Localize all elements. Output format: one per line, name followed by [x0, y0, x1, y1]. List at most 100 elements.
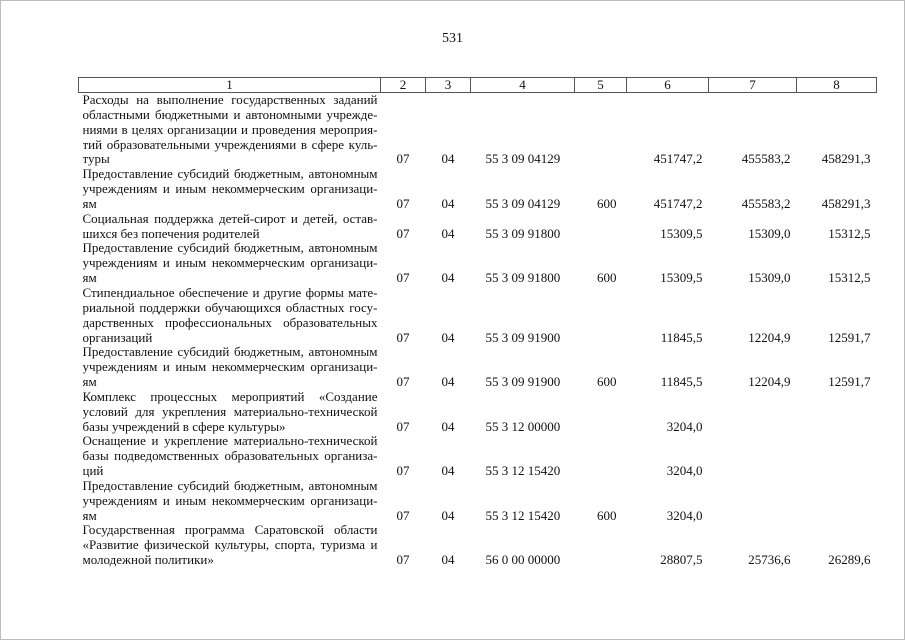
subsection-code: 04: [441, 195, 455, 211]
section-code: 07: [396, 225, 410, 241]
description-line: ям: [82, 271, 97, 286]
expense-type-code: [575, 434, 627, 479]
table-row: Комплекс процессных мероприятий «Создани…: [79, 390, 877, 435]
description-line: организаций: [82, 330, 153, 345]
col-header-2: 2: [380, 77, 426, 93]
amount-year-2: 455583,2: [741, 195, 791, 211]
amount-year-1: 28807,5: [660, 552, 703, 568]
amount-year-3: 458291,3: [821, 195, 871, 211]
description-line: базы подведомственных образовательных ор…: [82, 449, 378, 464]
description-line: Социальная поддержка детей-сирот и детей…: [82, 211, 378, 226]
expense-type-code: [575, 523, 627, 568]
amount-year-1: 15309,5: [660, 225, 703, 241]
description-line: Предоставление субсидий бюджетным, автон…: [82, 345, 378, 360]
table-row: Предоставление субсидий бюджетным, автон…: [79, 345, 877, 390]
expense-type-code: [575, 93, 627, 168]
target-article-code: 55 3 09 91800: [485, 225, 561, 241]
amount-year-3: [797, 434, 877, 479]
amount-year-1: 451747,2: [653, 151, 703, 167]
description-line: учреждениям и иным некоммерческим органи…: [82, 256, 378, 271]
amount-year-1: 3204,0: [666, 418, 703, 434]
section-code: 07: [396, 151, 410, 167]
description-line: ниями в целях организации и проведения м…: [82, 122, 378, 137]
col-header-6: 6: [626, 77, 709, 93]
description-line: риальной поддержки обучающихся областных…: [82, 300, 378, 315]
col-header-5: 5: [574, 77, 627, 93]
description-line: базы учреждений в сфере культуры»: [82, 419, 286, 434]
amount-year-1: 11845,5: [660, 329, 703, 345]
row-description: Оснащение и укрепление материально-техни…: [79, 434, 381, 479]
amount-year-1: 11845,5: [660, 374, 703, 390]
subsection-code: 04: [441, 418, 455, 434]
subsection-code: 04: [441, 270, 455, 286]
target-article-code: 55 3 09 04129: [485, 151, 561, 167]
amount-year-3: 458291,3: [821, 151, 871, 167]
subsection-code: 04: [441, 463, 455, 479]
target-article-code: 55 3 12 15420: [485, 463, 561, 479]
col-header-4: 4: [470, 77, 575, 93]
description-line: Предоставление субсидий бюджетным, автон…: [82, 478, 378, 493]
description-line: Государственная программа Саратовской об…: [82, 523, 378, 538]
expense-type-code: 600: [597, 507, 617, 523]
col-header-7: 7: [708, 77, 797, 93]
expense-type-code: [575, 212, 627, 242]
description-line: Предоставление субсидий бюджетным, автон…: [82, 167, 378, 182]
section-code: 07: [396, 463, 410, 479]
amount-year-3: 26289,6: [828, 552, 871, 568]
amount-year-3: 15312,5: [828, 225, 871, 241]
description-line: Оснащение и укрепление материально-техни…: [82, 434, 378, 449]
description-line: Комплекс процессных мероприятий «Создани…: [82, 389, 378, 404]
row-description: Государственная программа Саратовской об…: [79, 523, 381, 568]
subsection-code: 04: [441, 225, 455, 241]
target-article-code: 55 3 09 04129: [485, 195, 561, 211]
description-line: Предоставление субсидий бюджетным, автон…: [82, 241, 378, 256]
table-row: Оснащение и укрепление материально-техни…: [79, 434, 877, 479]
section-code: 07: [396, 374, 410, 390]
description-line: ям: [82, 196, 97, 211]
amount-year-2: 15309,0: [748, 270, 791, 286]
amount-year-1: 451747,2: [653, 195, 703, 211]
header-row: 1 2 3 4 5 6 7 8: [78, 77, 877, 93]
description-line: тий образовательными учреждениями в сфер…: [82, 137, 378, 152]
col-header-3: 3: [425, 77, 471, 93]
description-line: учреждениям и иным некоммерческим органи…: [82, 182, 378, 197]
description-line: «Развитие физической культуры, спорта, т…: [82, 538, 378, 553]
expense-type-code: 600: [597, 374, 617, 390]
description-line: учреждениям и иным некоммерческим органи…: [82, 360, 378, 375]
section-code: 07: [396, 552, 410, 568]
page-number: 531: [442, 31, 463, 46]
budget-table: 1 2 3 4 5 6 7 8 Расходы на выполнение го…: [78, 77, 877, 568]
amount-year-3: [797, 479, 877, 524]
description-line: ям: [82, 375, 97, 390]
table-body: Расходы на выполнение государственных за…: [79, 93, 877, 569]
amount-year-3: 15312,5: [828, 270, 871, 286]
table-row: Расходы на выполнение государственных за…: [79, 93, 877, 168]
row-description: Расходы на выполнение государственных за…: [79, 93, 381, 168]
amount-year-2: [709, 479, 797, 524]
amount-year-1: 15309,5: [660, 270, 703, 286]
table-row: Социальная поддержка детей-сирот и детей…: [79, 212, 877, 242]
section-code: 07: [396, 270, 410, 286]
description-line: туры: [82, 152, 110, 167]
amount-year-3: 12591,7: [828, 329, 871, 345]
section-code: 07: [396, 195, 410, 211]
subsection-code: 04: [441, 329, 455, 345]
table-row: Государственная программа Саратовской об…: [79, 523, 877, 568]
table-row: Предоставление субсидий бюджетным, автон…: [79, 479, 877, 524]
col-header-8: 8: [796, 77, 877, 93]
description-line: шихся без попечения родителей: [82, 226, 260, 241]
expense-type-code: 600: [597, 195, 617, 211]
target-article-code: 55 3 09 91900: [485, 329, 561, 345]
description-line: дарственных профессиональных образовател…: [82, 315, 378, 330]
expense-type-code: 600: [597, 270, 617, 286]
subsection-code: 04: [441, 374, 455, 390]
expense-type-code: [575, 390, 627, 435]
table-row: Предоставление субсидий бюджетным, автон…: [79, 167, 877, 212]
amount-year-3: [797, 390, 877, 435]
amount-year-2: 12204,9: [748, 374, 791, 390]
description-line: учреждениям и иным некоммерческим органи…: [82, 493, 378, 508]
description-line: условий для укрепления материально-техни…: [82, 404, 378, 419]
section-code: 07: [396, 418, 410, 434]
row-description: Предоставление субсидий бюджетным, автон…: [79, 241, 381, 286]
target-article-code: 55 3 09 91800: [485, 270, 561, 286]
